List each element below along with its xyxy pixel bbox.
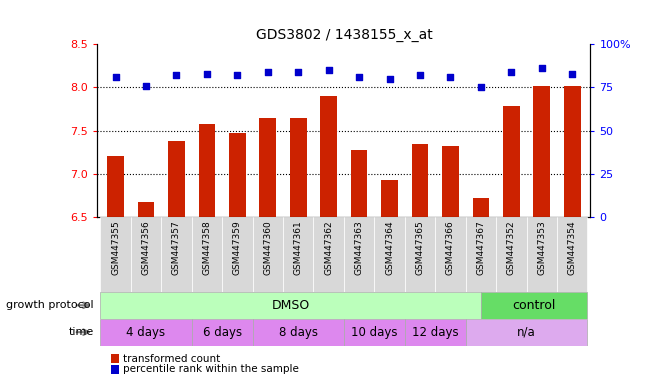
Bar <box>466 217 496 292</box>
Bar <box>290 118 307 217</box>
Bar <box>252 319 344 346</box>
Text: GSM447361: GSM447361 <box>294 221 303 275</box>
Point <box>536 65 547 71</box>
Text: GSM447358: GSM447358 <box>203 221 211 275</box>
Text: GSM447353: GSM447353 <box>537 221 546 275</box>
Bar <box>320 96 337 217</box>
Point <box>232 72 243 78</box>
Bar <box>101 319 192 346</box>
Text: GSM447367: GSM447367 <box>476 221 485 275</box>
Bar <box>283 217 313 292</box>
Bar <box>405 217 435 292</box>
Bar <box>138 202 154 217</box>
Point <box>567 70 578 76</box>
Bar <box>168 141 185 217</box>
Bar <box>557 217 587 292</box>
Bar <box>252 217 283 292</box>
Bar <box>442 146 459 217</box>
Point <box>201 70 212 76</box>
Bar <box>229 133 246 217</box>
Bar <box>344 217 374 292</box>
Text: GSM447352: GSM447352 <box>507 221 516 275</box>
Bar <box>344 319 405 346</box>
Text: transformed count: transformed count <box>123 354 220 364</box>
Bar <box>161 217 192 292</box>
Text: control: control <box>513 299 556 312</box>
Point <box>354 74 364 80</box>
Text: GSM447357: GSM447357 <box>172 221 181 275</box>
Text: n/a: n/a <box>517 326 536 339</box>
Bar <box>472 198 489 217</box>
Bar <box>435 217 466 292</box>
Text: GSM447359: GSM447359 <box>233 221 242 275</box>
Bar <box>107 157 124 217</box>
Bar <box>101 217 131 292</box>
Point <box>415 72 425 78</box>
Point <box>506 69 517 75</box>
Bar <box>351 149 368 217</box>
Point <box>445 74 456 80</box>
Text: percentile rank within the sample: percentile rank within the sample <box>123 364 299 374</box>
Point <box>171 72 182 78</box>
Text: GSM447364: GSM447364 <box>385 221 394 275</box>
Bar <box>466 319 587 346</box>
Point <box>262 69 273 75</box>
Point <box>293 69 303 75</box>
Text: GSM447354: GSM447354 <box>568 221 576 275</box>
Bar <box>503 106 520 217</box>
Bar <box>260 118 276 217</box>
Bar <box>313 217 344 292</box>
Point <box>476 84 486 91</box>
Text: GSM447365: GSM447365 <box>415 221 425 275</box>
Bar <box>533 86 550 217</box>
Bar <box>101 292 481 319</box>
Bar <box>481 292 587 319</box>
Bar <box>411 144 428 217</box>
Text: GSM447360: GSM447360 <box>263 221 272 275</box>
Text: 8 days: 8 days <box>278 326 318 339</box>
Bar <box>564 86 580 217</box>
Point <box>141 83 152 89</box>
Text: GSM447363: GSM447363 <box>354 221 364 275</box>
Bar <box>496 217 527 292</box>
Bar <box>405 319 466 346</box>
Bar <box>381 180 398 217</box>
Text: 12 days: 12 days <box>412 326 458 339</box>
Bar <box>192 319 252 346</box>
Bar <box>222 217 252 292</box>
Text: 6 days: 6 days <box>203 326 242 339</box>
Text: growth protocol: growth protocol <box>6 300 94 310</box>
Text: GSM447355: GSM447355 <box>111 221 120 275</box>
Text: time: time <box>68 327 94 337</box>
Text: GSM447356: GSM447356 <box>142 221 150 275</box>
Text: 4 days: 4 days <box>126 326 166 339</box>
Title: GDS3802 / 1438155_x_at: GDS3802 / 1438155_x_at <box>256 28 432 42</box>
Point <box>110 74 121 80</box>
Bar <box>527 217 557 292</box>
Bar <box>131 217 161 292</box>
Text: 10 days: 10 days <box>351 326 398 339</box>
Point <box>384 76 395 82</box>
Text: GSM447362: GSM447362 <box>324 221 333 275</box>
Bar <box>192 217 222 292</box>
Text: GSM447366: GSM447366 <box>446 221 455 275</box>
Point <box>323 67 334 73</box>
Text: DMSO: DMSO <box>272 299 310 312</box>
Bar <box>374 217 405 292</box>
Bar <box>199 124 215 217</box>
